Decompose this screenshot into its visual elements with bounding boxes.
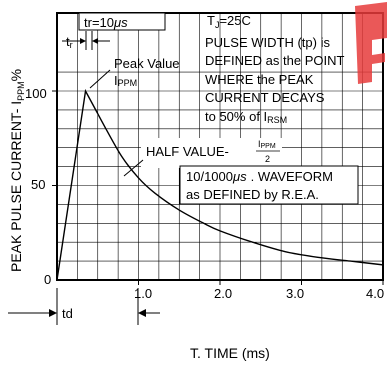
waveform-line-2: as DEFINED by R.E.A. [186, 187, 319, 202]
tr-label-text: tr=10 [84, 15, 114, 30]
tr-arrowhead-right [92, 38, 98, 44]
x-tick-2: 2.0 [214, 286, 232, 301]
tj-val: =25C [219, 13, 250, 28]
tr-short-label: tr [66, 34, 73, 50]
pulse-line-4: CURRENT DECAYS [205, 90, 325, 105]
waveform-1-text: 10/1000 [186, 169, 233, 184]
td-arrowhead-left [49, 309, 57, 317]
half-num-sub: PPM [261, 143, 276, 150]
pulse-line-2: DEFINED as the POINT [205, 53, 344, 68]
peak-leader [89, 69, 111, 89]
x-tick-4: 4.0 [366, 286, 384, 301]
td-label: td [62, 306, 73, 321]
waveform-1-rest: . WAVEFORM [251, 169, 333, 184]
half-value-num: IPPM [258, 139, 276, 150]
pulse-line-5: to 50% of IRSM [205, 109, 287, 125]
waveform-1-unit: μs [232, 169, 247, 184]
y-axis-label-unit: % [8, 69, 24, 81]
half-num-text: I [258, 139, 261, 149]
pulse-line-5-sub: RSM [267, 115, 287, 125]
tr-label-box [78, 12, 166, 31]
pulse-line-3: WHERE the PEAK [205, 72, 314, 87]
tr-short-sub: r [70, 40, 73, 50]
y-tick-100: 100 [25, 86, 47, 101]
td-arrowhead-right [138, 309, 146, 317]
y-tick-50: 50 [31, 177, 45, 192]
peak-value-label: Peak Value [114, 56, 180, 71]
tr-label-unit: μs [113, 15, 128, 30]
tr-label: tr=10μs [84, 15, 128, 30]
tr-short-text: t [66, 34, 70, 49]
half-value-label: HALF VALUE- [146, 144, 229, 159]
pulse-line-1: PULSE WIDTH (tp) is [205, 35, 330, 50]
tr-arrowhead-left [80, 38, 86, 44]
half-value-box [141, 138, 282, 168]
y-axis-label-text: PEAK PULSE CURRENT- I [8, 101, 24, 272]
half-value-den: 2 [265, 154, 270, 164]
pulse-line-5-text: to 50% of I [205, 109, 267, 124]
tj-sub: J [215, 20, 220, 30]
peak-i-text: I [114, 73, 118, 88]
red-logo-mark [355, 2, 387, 84]
peak-i-label: IPPM [114, 73, 137, 88]
x-tick-1: 1.0 [134, 286, 152, 301]
waveform-line-1: 10/1000μs . WAVEFORM [186, 169, 333, 184]
half-leader [123, 159, 144, 177]
x-tick-3: 3.0 [286, 286, 304, 301]
y-axis-label-sub: PPM [16, 81, 26, 101]
x-axis-label: T. TIME (ms) [190, 345, 270, 361]
tj-text: T [207, 13, 215, 28]
tj-label: TJ=25C [207, 13, 251, 30]
y-axis-label: PEAK PULSE CURRENT- IPPM% [8, 69, 26, 272]
waveform-box [179, 165, 359, 205]
series-line-waveform [56, 88, 384, 281]
peak-i-sub: PPM [118, 78, 138, 88]
y-tick-0: 0 [44, 272, 51, 287]
